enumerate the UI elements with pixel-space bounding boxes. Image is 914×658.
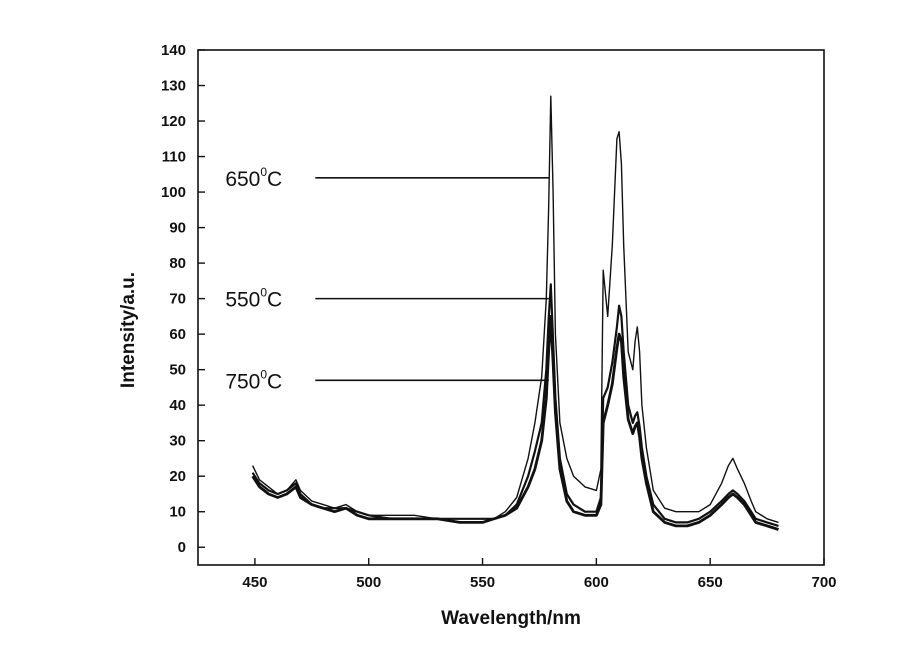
series-line-550 (251, 283, 779, 527)
x-tick-label: 650 (698, 574, 723, 591)
y-tick-label: 10 (169, 504, 186, 521)
y-tick-label: 130 (161, 78, 186, 95)
annotation-degree-sup: 0 (260, 165, 267, 179)
x-axis-title: Wavelength/nm (441, 608, 581, 629)
annotation-value: 750 (225, 370, 260, 393)
series-line-750 (251, 315, 779, 531)
annotation-degree-sup: 0 (260, 286, 267, 300)
y-axis-ticks: 0 10 20 30 40 50 60 70 80 90 100 110 120 130 140 (161, 42, 205, 556)
y-tick-label: 90 (169, 220, 186, 237)
x-tick-label: 450 (242, 574, 267, 591)
y-tick-label: 0 (178, 539, 186, 556)
plot-frame (197, 49, 825, 566)
y-tick-label: 80 (169, 255, 186, 272)
x-tick-label: 550 (470, 574, 495, 591)
y-tick-label: 120 (161, 113, 186, 130)
series-line-650 (251, 95, 779, 524)
annotation-unit: C (267, 289, 282, 312)
y-tick-label: 40 (169, 397, 186, 414)
y-tick-label: 60 (169, 326, 186, 343)
x-axis-ticks: 450 500 550 600 650 700 (242, 558, 837, 591)
x-tick-label: 700 (811, 574, 836, 591)
y-tick-label: 110 (162, 149, 186, 166)
annotation-value: 550 (225, 289, 260, 312)
annotation-label: 7500C (225, 367, 282, 393)
annotation-label: 5500C (225, 286, 282, 312)
series-lines (251, 95, 779, 531)
y-tick-label: 70 (169, 291, 186, 308)
x-tick-label: 500 (356, 574, 381, 591)
annotation-unit: C (267, 370, 282, 393)
y-tick-label: 20 (169, 468, 186, 485)
annotation-label: 6500C (225, 165, 282, 191)
x-tick-label: 600 (584, 574, 609, 591)
y-tick-label: 100 (161, 184, 186, 201)
y-tick-label: 50 (169, 362, 186, 379)
annotation-unit: C (267, 168, 282, 191)
y-tick-label: 140 (161, 42, 186, 59)
annotation-value: 650 (225, 168, 260, 191)
annotation-degree-sup: 0 (260, 367, 267, 381)
y-axis-title: Intensity/a.u. (118, 272, 139, 388)
y-tick-label: 30 (169, 433, 186, 450)
